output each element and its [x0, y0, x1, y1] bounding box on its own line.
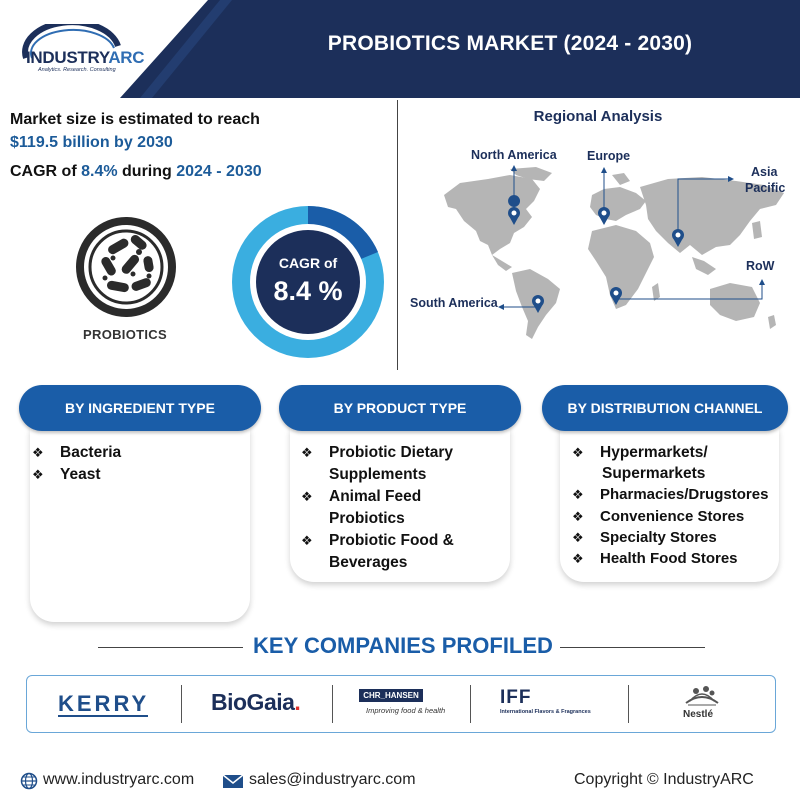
- region-north-america: North America: [471, 148, 557, 162]
- region-pacific: Pacific: [745, 181, 786, 195]
- diamond-bullet-icon: ❖: [301, 489, 313, 504]
- region-south-america: South America: [410, 296, 498, 310]
- email-icon: [222, 774, 244, 788]
- map-pin-icons: [508, 195, 684, 313]
- page-title: PROBIOTICS MARKET (2024 - 2030): [327, 32, 693, 55]
- iff-tagline: International Flavors & Fragrances: [500, 709, 591, 715]
- kerry-logo: KERRY: [58, 691, 150, 716]
- list-item: ❖ Yeast: [30, 464, 250, 486]
- divider: [628, 685, 629, 723]
- list-item: ❖ Animal Feed Probiotics: [301, 488, 422, 527]
- kerry-logo-underline: [58, 715, 148, 717]
- copyright-text: Copyright © IndustryARC: [574, 771, 754, 788]
- section-divider: [397, 100, 398, 370]
- market-size-value: $119.5 billion by 2030: [10, 134, 173, 151]
- chr-hansen-logo: CHR_HANSEN: [359, 689, 423, 702]
- list-item: ❖ Health Food Stores: [572, 550, 738, 567]
- divider: [560, 647, 705, 648]
- diamond-bullet-icon: ❖: [301, 533, 313, 548]
- globe-icon: [20, 772, 38, 790]
- diamond-bullet-icon: ❖: [572, 530, 584, 545]
- biogaia-logo: BioGaia.: [211, 689, 301, 715]
- header-banner: [120, 0, 800, 98]
- diamond-bullet-icon: ❖: [572, 551, 584, 566]
- chr-hansen-tagline: Improving food & health: [366, 706, 446, 715]
- diamond-bullet-icon: ❖: [301, 445, 313, 460]
- iff-logo: IFF: [500, 687, 532, 708]
- key-companies-title: KEY COMPANIES PROFILED: [253, 633, 553, 658]
- market-size-text: Market size is estimated to reach: [10, 111, 260, 128]
- world-map: [444, 165, 784, 339]
- list-item: ❖ Probiotic Food & Beverages: [301, 532, 454, 571]
- divider: [470, 685, 471, 723]
- list-item: ❖ Convenience Stores: [572, 508, 745, 525]
- cagr-text: CAGR of 8.4% during 2024 - 2030: [10, 163, 262, 180]
- list-item: ❖ Bacteria: [30, 442, 250, 464]
- donut-label: CAGR of: [278, 255, 338, 271]
- probiotics-label: PROBIOTICS: [83, 327, 167, 342]
- nestle-logo: Nestlé: [683, 709, 714, 720]
- website-link[interactable]: www.industryarc.com: [43, 771, 195, 788]
- diamond-bullet-icon: ❖: [572, 487, 584, 502]
- company-logos-panel: [26, 675, 776, 733]
- nestle-nest-icon: [685, 686, 719, 706]
- region-row: RoW: [746, 259, 775, 273]
- region-asia: Asia: [751, 165, 778, 179]
- donut-value: 8.4 %: [273, 276, 343, 306]
- industryarc-logo[interactable]: INDUSTRYARC Analytics. Research. Consult…: [18, 24, 145, 80]
- diamond-bullet-icon: ❖: [572, 509, 584, 524]
- region-europe: Europe: [587, 149, 631, 163]
- product-type-card: ❖ Probiotic Dietary Supplements ❖ Animal Fe…: [290, 428, 510, 582]
- distribution-channel-card: ❖ Hypermarkets/Supermarkets ❖ Pharmacies/D…: [560, 428, 779, 582]
- segment-ingredient-type[interactable]: BY INGREDIENT TYPE: [19, 385, 261, 431]
- diamond-bullet-icon: ❖: [32, 467, 44, 482]
- divider: [181, 685, 182, 723]
- diamond-bullet-icon: ❖: [32, 445, 44, 460]
- regional-analysis-title: Regional Analysis: [533, 108, 663, 125]
- email-link[interactable]: sales@industryarc.com: [249, 771, 416, 788]
- list-item: ❖ Specialty Stores: [572, 529, 717, 546]
- segment-distribution-channel[interactable]: BY DISTRIBUTION CHANNEL: [542, 385, 788, 431]
- diamond-bullet-icon: ❖: [572, 445, 584, 460]
- divider: [332, 685, 333, 723]
- list-item: ❖ Hypermarkets/Supermarkets: [572, 444, 708, 482]
- divider: [98, 647, 243, 648]
- cagr-donut-chart: [232, 206, 384, 358]
- segment-product-type[interactable]: BY PRODUCT TYPE: [279, 385, 521, 431]
- bacteria-petri-icon: [76, 217, 176, 317]
- list-item: ❖ Pharmacies/Drugstores: [570, 484, 779, 506]
- list-item: ❖ Probiotic Dietary Supplements: [301, 444, 454, 483]
- ingredient-type-card: ❖ Bacteria ❖ Yeast: [30, 428, 250, 622]
- logo-arc-icon: [22, 24, 121, 59]
